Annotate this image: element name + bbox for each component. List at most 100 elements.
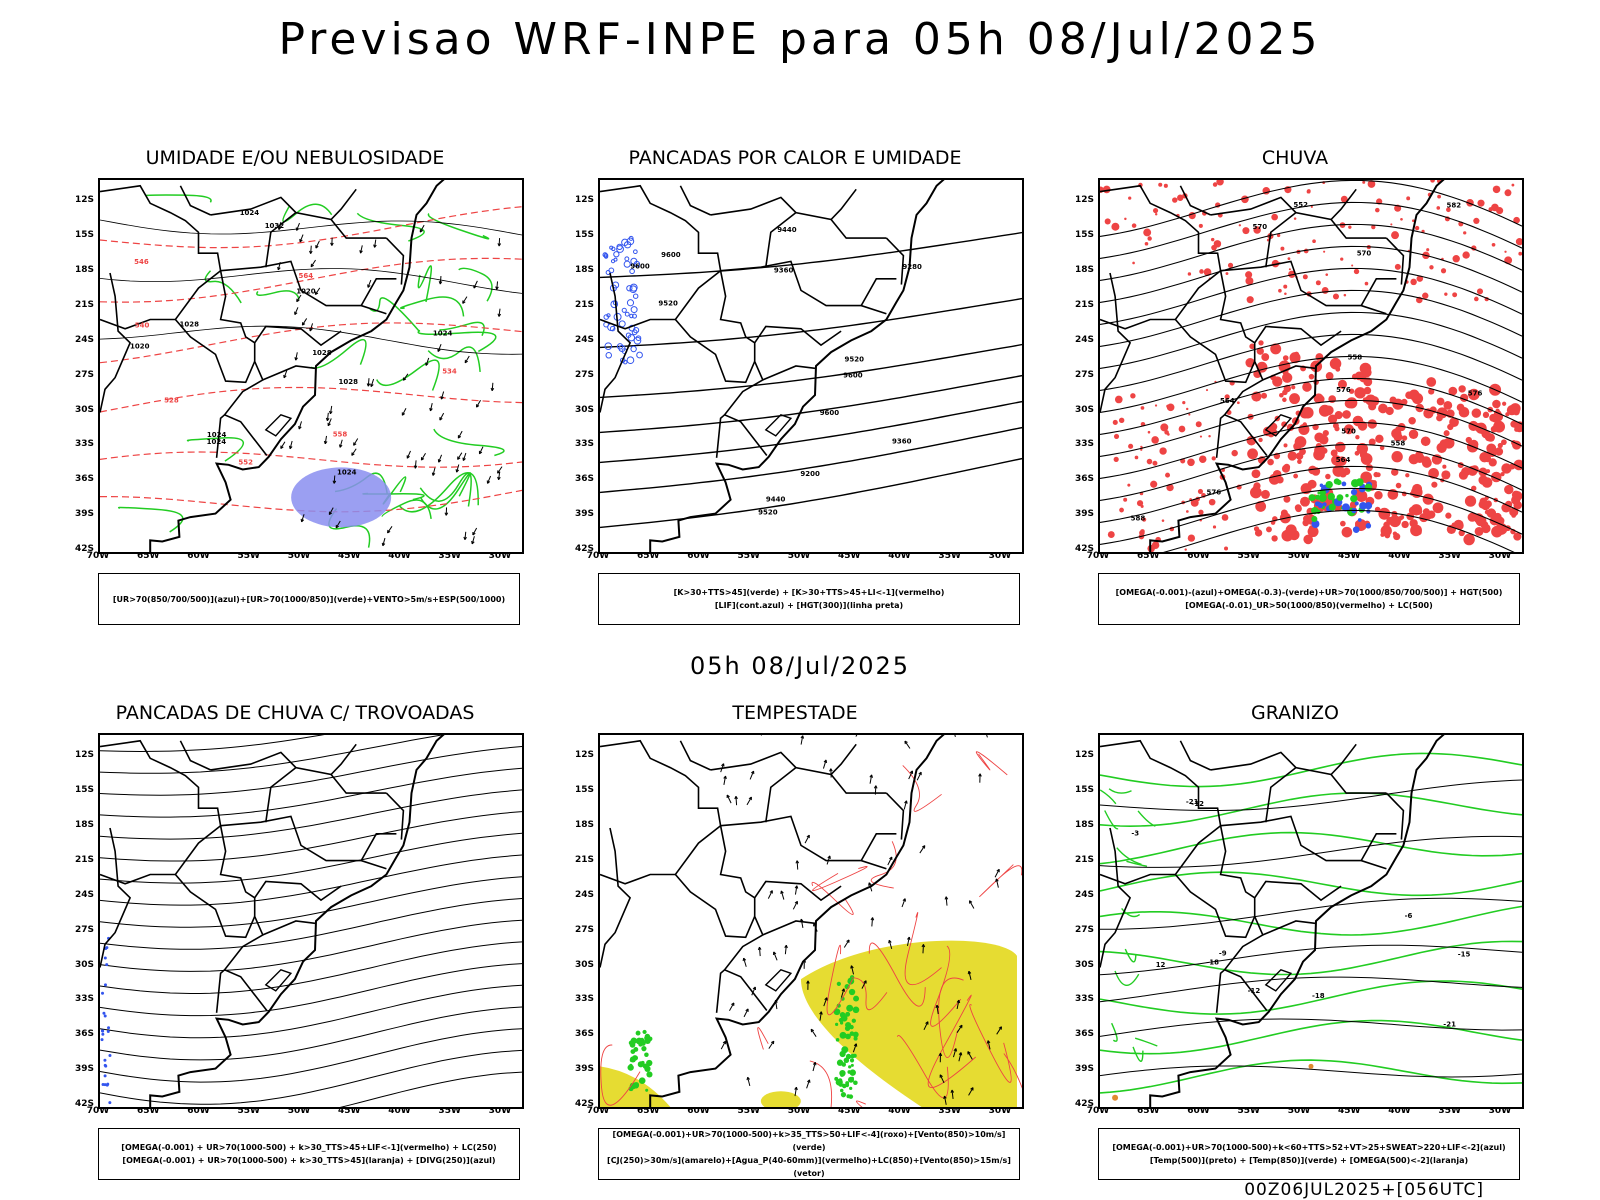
contour-label: 558 bbox=[1391, 440, 1406, 448]
y-axis-labels: 12S 15S 18S 21S 24S 27S 30S 33S 36S 39S 42S bbox=[1050, 733, 1094, 1109]
y-tick-label: 15S bbox=[1074, 230, 1094, 241]
x-tick-label: 30W bbox=[488, 1106, 512, 1116]
contour-label: 1028 bbox=[312, 349, 332, 357]
y-tick-label: 33S bbox=[74, 439, 94, 450]
wind-vector bbox=[819, 1011, 823, 1021]
map-canvas: 9600 9600 9600 9520 9520 9440 9360 9280 9200 9360… bbox=[600, 180, 1022, 552]
wind-vector bbox=[887, 856, 893, 866]
contour-label: 564 bbox=[299, 272, 314, 280]
footer-stamp: 00Z06JUL2025+[056UTC] bbox=[1244, 1180, 1484, 1200]
wind-vector bbox=[806, 1079, 811, 1089]
y-tick-label: 42S bbox=[1074, 544, 1094, 554]
legend-line: [CJ(250)>30m/s](amarelo)+[Agua_P(40-60mm… bbox=[607, 1156, 1011, 1178]
y-tick-label: 18S bbox=[1074, 820, 1094, 830]
y-tick-label: 12S bbox=[574, 195, 594, 206]
y-tick-label: 30S bbox=[574, 404, 594, 415]
x-tick-label: 35W bbox=[1438, 1106, 1461, 1116]
y-tick-label: 24S bbox=[74, 334, 94, 345]
y-axis-labels: 12S 15S 18S 21S 24S 27S 30S 33S 36S 39S 42S bbox=[550, 733, 594, 1109]
x-tick-label: 30W bbox=[488, 551, 512, 561]
contour-label: 9600 bbox=[843, 371, 863, 379]
wind-vector bbox=[723, 775, 727, 785]
x-axis-labels: 70W 65W 60W 55W 50W 45W 40W 35W 30W bbox=[1087, 551, 1520, 563]
y-tick-label: 12S bbox=[1074, 750, 1094, 761]
wind-vector bbox=[968, 1087, 974, 1096]
contour-label: 9520 bbox=[758, 508, 778, 516]
wind-arrow bbox=[366, 378, 371, 387]
x-tick-label: 40W bbox=[888, 551, 911, 561]
x-tick-label: 35W bbox=[938, 551, 961, 561]
wind-vector bbox=[726, 794, 732, 804]
x-tick-label: 45W bbox=[837, 1106, 861, 1116]
y-tick-label: 18S bbox=[574, 820, 594, 830]
contour-label: 1024 bbox=[207, 431, 227, 439]
wind-vector bbox=[916, 771, 922, 781]
wind-arrow bbox=[497, 308, 502, 317]
y-tick-label: 15S bbox=[574, 785, 594, 796]
x-tick-label: 55W bbox=[237, 551, 260, 561]
contour-label: -3 bbox=[1131, 830, 1139, 838]
wind-vector bbox=[840, 988, 846, 998]
wind-arrow bbox=[298, 421, 302, 430]
contour-label: -12 bbox=[1248, 987, 1261, 995]
hgt500-contours bbox=[1100, 180, 1522, 552]
land-outline bbox=[1100, 735, 1445, 1107]
x-tick-label: 60W bbox=[1187, 1106, 1210, 1116]
y-tick-label: 39S bbox=[574, 1064, 594, 1075]
contour-label: 552 bbox=[1293, 201, 1308, 209]
wind-vector bbox=[901, 898, 906, 908]
wind-vector bbox=[784, 944, 788, 955]
x-tick-label: 30W bbox=[988, 551, 1012, 561]
legend-box: [OMEGA(-0.001)+UR>70(1000-500)+k>35_TTS>… bbox=[598, 1128, 1020, 1180]
land-outline bbox=[1100, 180, 1445, 552]
wind-vector bbox=[956, 1024, 963, 1033]
map-frame: -3 -6 -9 -12 -15 -18 -21 -18 -21 -12 12 bbox=[1098, 733, 1524, 1109]
map-frame bbox=[598, 733, 1024, 1109]
wind-arrow bbox=[462, 452, 467, 461]
y-tick-label: 30S bbox=[1074, 959, 1094, 970]
x-tick-label: 70W bbox=[586, 551, 610, 561]
y-tick-label: 33S bbox=[574, 439, 594, 450]
wind-arrow bbox=[401, 407, 407, 416]
x-tick-label: 40W bbox=[388, 1106, 411, 1116]
panel-title: UMIDADE E/OU NEBULOSIDADE bbox=[145, 147, 445, 169]
x-tick-label: 60W bbox=[1187, 551, 1210, 561]
x-tick-label: 50W bbox=[287, 551, 311, 561]
wind-arrow bbox=[381, 537, 386, 547]
wind-vector bbox=[800, 735, 805, 745]
x-tick-label: 55W bbox=[1237, 551, 1260, 561]
omega-blue-green bbox=[1308, 478, 1373, 533]
contour-label: -21 bbox=[1443, 1021, 1456, 1029]
contour-label: 9440 bbox=[777, 226, 797, 234]
wind-vector bbox=[810, 1028, 817, 1037]
contour-label: 1028 bbox=[339, 378, 359, 386]
wind-vector bbox=[843, 939, 850, 948]
y-tick-label: 15S bbox=[1074, 785, 1094, 796]
contour-label: 576 bbox=[1468, 389, 1483, 397]
wind-vector bbox=[904, 740, 911, 749]
contour-label: 558 bbox=[333, 431, 348, 439]
x-tick-label: 65W bbox=[1137, 1106, 1160, 1116]
wind-arrow bbox=[486, 475, 492, 484]
wind-vector bbox=[996, 1026, 1003, 1035]
contour-label: 9520 bbox=[658, 299, 678, 307]
y-tick-label: 39S bbox=[74, 1064, 94, 1075]
wind-vector bbox=[806, 980, 810, 990]
wind-vector bbox=[861, 980, 867, 989]
x-tick-label: 45W bbox=[337, 551, 361, 561]
wind-vector bbox=[757, 946, 762, 957]
x-tick-label: 30W bbox=[1488, 551, 1512, 561]
y-tick-label: 27S bbox=[74, 924, 94, 935]
contour-label: 9360 bbox=[774, 267, 794, 275]
wind-vector bbox=[855, 735, 858, 737]
wind-arrow bbox=[330, 237, 334, 246]
x-tick-label: 35W bbox=[438, 551, 461, 561]
wind-arrow bbox=[328, 507, 334, 516]
panel-tempestade: TEMPESTADE 12S 15S 18S 21S 24S 27S 30S 33S 36S 39S… bbox=[550, 695, 1040, 1185]
contour-label: 564 bbox=[1220, 397, 1235, 405]
contour-label: 9200 bbox=[800, 470, 820, 478]
wind-vector bbox=[952, 1048, 958, 1058]
wind-arrow bbox=[473, 280, 478, 289]
x-tick-label: 40W bbox=[1388, 1106, 1411, 1116]
legend-box: [OMEGA(-0.001)-(azul)+OMEGA(-0.3)-(verde… bbox=[1098, 573, 1520, 625]
